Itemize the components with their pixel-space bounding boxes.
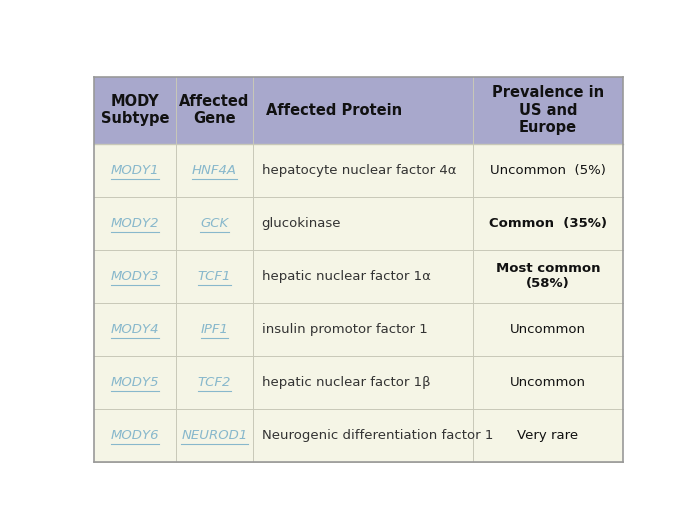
Text: insulin promotor factor 1: insulin promotor factor 1 <box>262 323 428 336</box>
Text: hepatocyte nuclear factor 4α: hepatocyte nuclear factor 4α <box>262 164 456 177</box>
Text: Prevalence in
US and
Europe: Prevalence in US and Europe <box>492 85 604 135</box>
Text: Uncommon: Uncommon <box>510 323 586 336</box>
Text: Uncommon  (5%): Uncommon (5%) <box>490 164 606 177</box>
Text: Affected
Gene: Affected Gene <box>179 94 250 127</box>
Text: IPF1: IPF1 <box>200 323 228 336</box>
Text: TCF2: TCF2 <box>198 376 231 389</box>
Bar <box>94 77 624 144</box>
Text: MODY3: MODY3 <box>111 270 160 283</box>
Text: MODY5: MODY5 <box>111 376 160 389</box>
Text: Affected Protein: Affected Protein <box>266 103 402 118</box>
Text: NEUROD1: NEUROD1 <box>181 429 248 442</box>
Text: MODY6: MODY6 <box>111 429 160 442</box>
Text: glucokinase: glucokinase <box>262 217 341 230</box>
Text: TCF1: TCF1 <box>198 270 231 283</box>
Text: hepatic nuclear factor 1α: hepatic nuclear factor 1α <box>262 270 430 283</box>
Text: MODY
Subtype: MODY Subtype <box>101 94 169 127</box>
Text: Neurogenic differentiation factor 1: Neurogenic differentiation factor 1 <box>262 429 493 442</box>
Text: MODY1: MODY1 <box>111 164 160 177</box>
Text: hepatic nuclear factor 1β: hepatic nuclear factor 1β <box>262 376 430 389</box>
Text: MODY4: MODY4 <box>111 323 160 336</box>
Text: Common  (35%): Common (35%) <box>489 217 607 230</box>
Text: HNF4A: HNF4A <box>192 164 237 177</box>
Text: Uncommon: Uncommon <box>510 376 586 389</box>
Text: GCK: GCK <box>200 217 229 230</box>
Text: Very rare: Very rare <box>517 429 579 442</box>
Text: Most common
(58%): Most common (58%) <box>496 263 601 290</box>
Text: MODY2: MODY2 <box>111 217 160 230</box>
